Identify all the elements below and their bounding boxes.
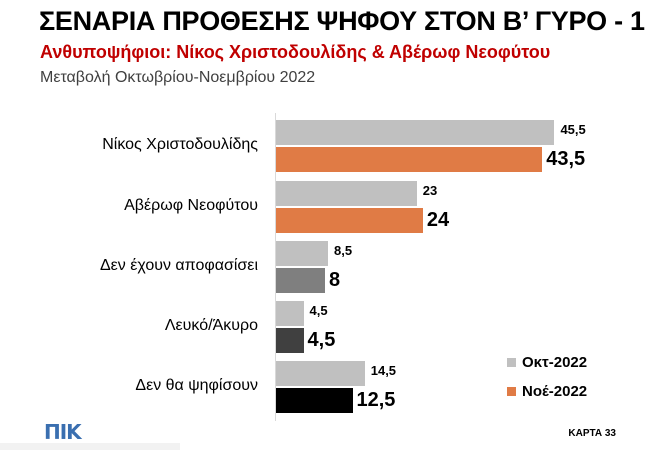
value-label-nov-abstain: 12,5 [356, 389, 396, 411]
value-label-oct-neophytou: 23 [422, 183, 438, 198]
bar-oct-neophytou [276, 181, 417, 206]
category-label-abstain: Δεν θα ψηφίσουν [135, 377, 258, 394]
bar-nov-christodoulides [276, 147, 543, 172]
value-label-nov-undecided: 8 [328, 269, 341, 291]
category-label-blank-invalid: Λευκό/Άκυρο [164, 317, 258, 334]
category-axis-line [275, 113, 276, 421]
chart-title: ΣΕΝΑΡΙΑ ΠΡΟΘΕΣΗΣ ΨΗΦΟΥ ΣΤΟΝ Β’ ΓΥΡΟ - 1 [39, 6, 645, 36]
bar-oct-blank-invalid [276, 301, 304, 326]
value-label-nov-blank-invalid: 4,5 [307, 329, 336, 351]
category-label-undecided: Δεν έχουν αποφασίσει [99, 257, 258, 274]
legend-swatch-nov [507, 387, 516, 396]
value-label-nov-christodoulides: 43,5 [546, 148, 586, 170]
legend-item-oct: Οκτ-2022 [507, 354, 587, 371]
value-label-oct-undecided: 8,5 [334, 243, 353, 258]
value-label-oct-abstain: 14,5 [370, 363, 397, 378]
bar-oct-christodoulides [276, 120, 555, 145]
bar-oct-abstain [276, 361, 365, 386]
bar-nov-undecided [276, 268, 325, 293]
value-label-oct-blank-invalid: 4,5 [309, 303, 328, 318]
category-label-christodoulides: Νίκος Χριστοδουλίδης [102, 136, 258, 153]
map-number-label: ΚΑΡΤΑ 33 [568, 428, 616, 439]
legend-label-nov: Νοέ-2022 [522, 383, 588, 400]
value-label-oct-christodoulides: 45,5 [560, 122, 586, 137]
category-label-neophytou: Αβέρωφ Νεοφύτου [124, 197, 258, 214]
legend-swatch-oct [507, 358, 516, 367]
pik-logo: ΠΙΚ [44, 420, 82, 444]
chart-legend: Οκτ-2022 Νοέ-2022 [507, 354, 587, 412]
bar-nov-neophytou [276, 208, 423, 233]
legend-item-nov: Νοέ-2022 [507, 383, 587, 400]
footer-strip [0, 443, 180, 450]
chart-subtitle: Ανθυποψήφιοι: Νίκος Χριστοδουλίδης & Αβέ… [40, 42, 551, 62]
bar-oct-undecided [276, 241, 329, 266]
bar-nov-abstain [276, 388, 353, 413]
chart-period-caption: Μεταβολή Οκτωβρίου-Νοεμβρίου 2022 [40, 69, 316, 86]
legend-label-oct: Οκτ-2022 [522, 354, 588, 371]
value-label-nov-neophytou: 24 [426, 209, 450, 231]
bar-nov-blank-invalid [276, 328, 304, 353]
